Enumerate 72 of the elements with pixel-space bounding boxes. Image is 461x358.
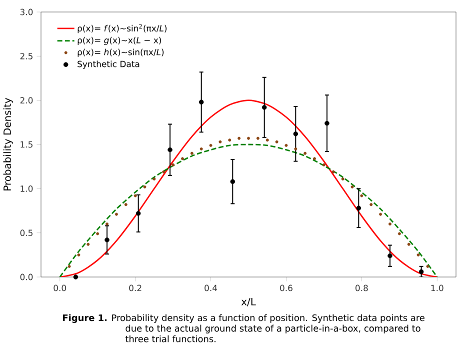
point [360, 194, 364, 198]
point [370, 203, 373, 206]
point [77, 253, 80, 256]
text: Figure 1. Probability density as a function of position. Synthetic data points are due to the actual ground state of a particle-in-a-box, compared to three trial functions. [63, 314, 424, 342]
y-tick-label: 2.5 [20, 52, 32, 60]
point [341, 177, 344, 180]
point [86, 242, 90, 246]
point [324, 120, 330, 126]
line-series [59, 144, 438, 277]
x-tick-label: 0.8 [356, 284, 368, 292]
y-tick-label: 2.0 [20, 97, 33, 104]
legend-label: Synthetic Data [78, 60, 140, 69]
x-tick-label: 0.0 [54, 284, 66, 292]
point [256, 136, 260, 140]
point [313, 157, 316, 160]
point [136, 211, 141, 216]
point [114, 212, 118, 216]
point [304, 152, 307, 155]
point [68, 264, 71, 268]
point [104, 238, 110, 242]
point [73, 274, 78, 280]
y-tick-label: 0.5 [20, 230, 32, 236]
point [350, 185, 354, 188]
legend-label: ρ(x)= g(x)∼x(L − x) [78, 36, 161, 46]
y-tick-label: 3.0 [20, 8, 33, 16]
point [332, 170, 335, 174]
point [322, 163, 326, 166]
line-series [59, 100, 438, 277]
x-tick-label: 0.2 [129, 284, 142, 292]
point [238, 136, 241, 140]
y-tick-label: 0.0 [20, 274, 33, 280]
point [230, 179, 236, 184]
point [388, 222, 392, 226]
point [284, 144, 288, 147]
point [407, 242, 410, 246]
legend-label: ρ(x)= h(x)∼sin(πx/L) [78, 48, 164, 57]
y-tick-label: 1.0 [20, 185, 33, 192]
x-axis-title: x/L [241, 298, 256, 306]
x-tick-label: 0.6 [280, 284, 292, 292]
point [134, 194, 137, 198]
point [294, 147, 298, 150]
point [96, 232, 100, 236]
point [262, 105, 267, 110]
point [426, 264, 430, 268]
x-tick-label: 1.0 [431, 284, 444, 292]
point [200, 147, 203, 150]
point [172, 163, 175, 166]
point [379, 212, 382, 216]
point [218, 140, 222, 144]
point [398, 232, 401, 236]
y-tick-label: 1.5 [20, 141, 32, 148]
point [190, 152, 194, 155]
point [388, 253, 392, 258]
point [162, 170, 166, 174]
y-axis-title: Probability Density [3, 98, 13, 190]
point [418, 269, 424, 274]
x-tick-label: 0.4 [204, 284, 218, 292]
point [266, 138, 269, 142]
point [293, 132, 298, 136]
point [209, 144, 212, 147]
point [180, 157, 184, 160]
point [152, 177, 156, 180]
point [228, 138, 232, 142]
point [416, 253, 420, 256]
point [143, 185, 146, 188]
point [356, 206, 362, 210]
point [275, 140, 278, 144]
point [247, 136, 250, 140]
point [124, 203, 128, 206]
point [198, 100, 204, 104]
legend-label: ρ(x)= f(x)∼sin$^{2}$(πx/L) [78, 24, 167, 34]
point [168, 147, 172, 152]
